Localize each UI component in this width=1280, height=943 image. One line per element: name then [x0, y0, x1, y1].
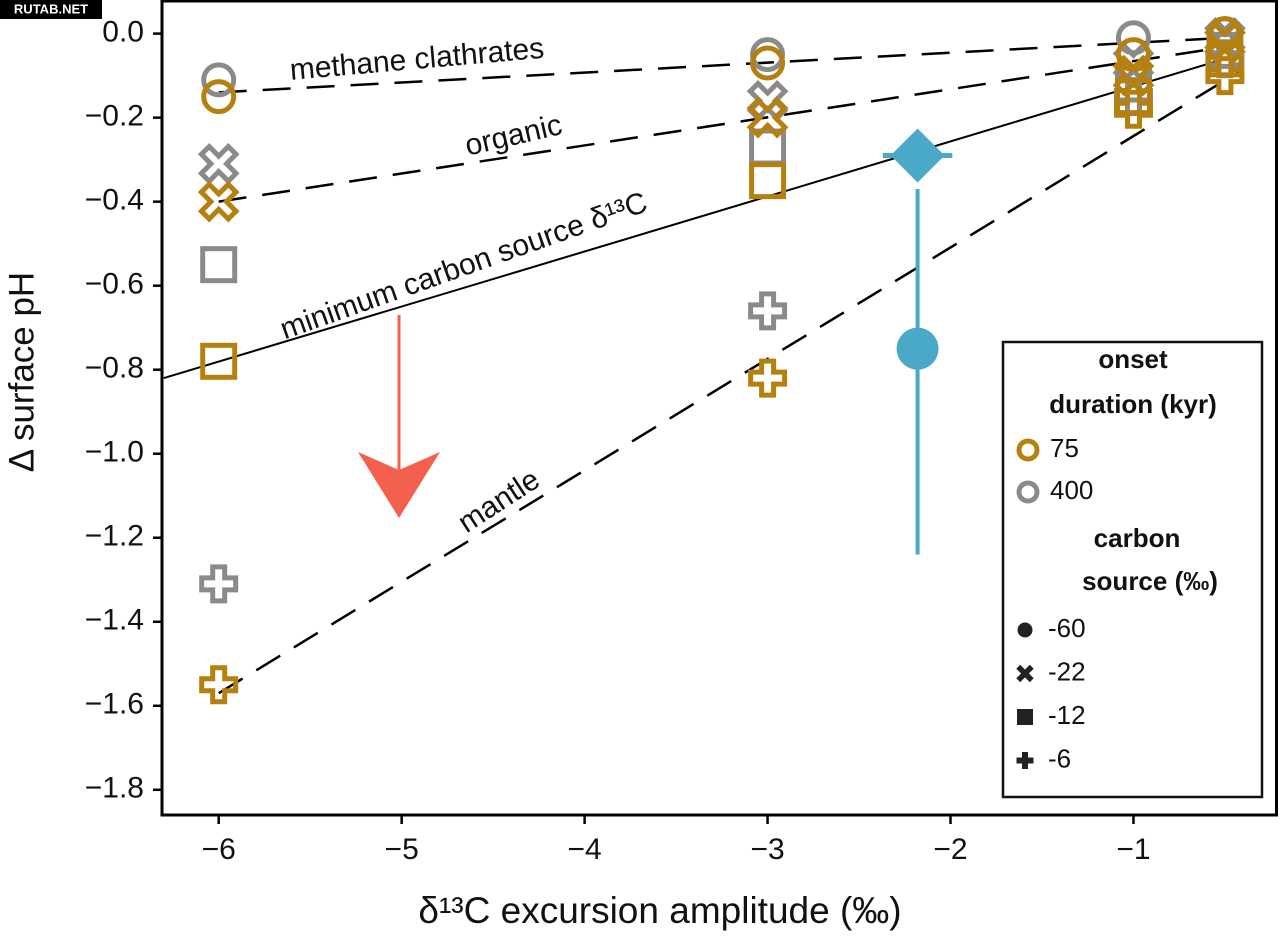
reference-line: [218, 70, 1241, 695]
marker: [1205, 56, 1245, 96]
legend-marker: [1016, 752, 1034, 769]
y-tick-label: −0.8: [85, 352, 144, 385]
legend-label: -22: [1048, 656, 1086, 686]
marker: [1114, 89, 1153, 129]
marker: [199, 564, 239, 604]
legend-box: [1001, 340, 1264, 799]
y-tick-label: −1.4: [85, 604, 144, 637]
marker: [197, 180, 240, 223]
x-axis-label: δ¹³C excursion amplitude (‰): [418, 890, 901, 931]
marker: [1112, 54, 1155, 97]
marker: [746, 96, 789, 139]
legend-label: 75: [1050, 433, 1079, 463]
arrow-head: [358, 452, 440, 518]
reference-line: [218, 44, 1231, 203]
observation-diamond: [890, 128, 945, 183]
y-tick-label: −0.6: [85, 268, 144, 301]
watermark: RUTAB.NET: [14, 1, 88, 16]
y-axis-label: Δ surface pH: [2, 272, 41, 472]
observation-circle: [896, 327, 939, 370]
y-tick-label: −1.8: [85, 772, 144, 805]
y-tick-label: −1.6: [85, 688, 144, 721]
legend-marker: [1016, 438, 1040, 462]
x-tick-label: −6: [202, 833, 236, 866]
legend-label: -12: [1048, 700, 1086, 730]
y-tick-label: −1.2: [85, 520, 144, 553]
y-tick-label: −1.0: [85, 436, 144, 469]
legend-label: -6: [1048, 743, 1071, 773]
plot-frame: [160, 0, 1278, 817]
x-tick-label: −3: [750, 833, 784, 866]
legend-title: source (‰): [1082, 566, 1218, 596]
legend-label: -60: [1048, 613, 1086, 643]
marker: [748, 291, 788, 331]
legend-marker: [1017, 709, 1033, 725]
marker: [199, 665, 239, 705]
legend-marker: [1016, 480, 1040, 504]
x-tick-label: −4: [568, 833, 602, 866]
marker: [200, 342, 238, 380]
y-tick-label: −0.2: [85, 100, 144, 133]
marker: [200, 246, 238, 284]
watermark-box: [0, 0, 102, 19]
legend-label: 400: [1050, 475, 1093, 505]
y-tick-label: −0.4: [85, 184, 144, 217]
x-tick-label: −5: [385, 833, 419, 866]
legend-title: carbon: [1094, 523, 1181, 553]
marker: [201, 62, 237, 98]
reference-line: [218, 36, 1226, 94]
marker: [749, 162, 787, 200]
marker: [748, 358, 788, 398]
legend-title: duration (kyr): [1049, 389, 1217, 419]
marker: [1114, 78, 1152, 116]
marker: [750, 45, 786, 81]
y-tick-label: 0.0: [102, 16, 144, 49]
legend-title: onset: [1098, 344, 1168, 374]
legend-marker: [1017, 622, 1033, 638]
marker: [201, 79, 237, 115]
marker: [1206, 40, 1244, 78]
reference-line: [163, 57, 1226, 380]
x-tick-label: −2: [933, 833, 967, 866]
legend-marker: [1016, 664, 1034, 683]
x-tick-label: −1: [1116, 833, 1150, 866]
